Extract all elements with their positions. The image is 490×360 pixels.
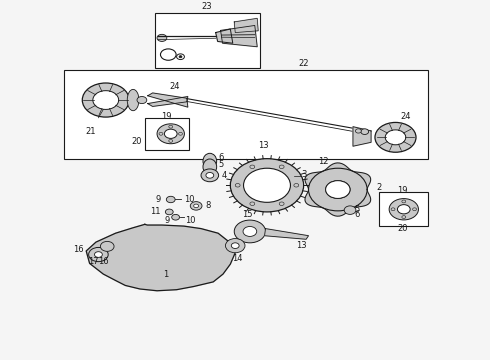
Text: 16: 16 bbox=[74, 246, 84, 255]
Polygon shape bbox=[148, 93, 188, 107]
Circle shape bbox=[225, 239, 245, 253]
Circle shape bbox=[179, 56, 182, 58]
Circle shape bbox=[250, 202, 255, 206]
Text: 10: 10 bbox=[185, 216, 196, 225]
Text: 20: 20 bbox=[397, 224, 408, 233]
Circle shape bbox=[250, 165, 255, 168]
Circle shape bbox=[413, 208, 416, 211]
Circle shape bbox=[157, 34, 167, 41]
Circle shape bbox=[385, 130, 406, 145]
FancyBboxPatch shape bbox=[64, 70, 428, 159]
Circle shape bbox=[82, 83, 129, 117]
Circle shape bbox=[344, 206, 356, 215]
Circle shape bbox=[165, 209, 173, 215]
Polygon shape bbox=[220, 26, 257, 47]
Circle shape bbox=[244, 168, 291, 202]
Text: 23: 23 bbox=[201, 2, 212, 11]
Text: 5: 5 bbox=[355, 204, 360, 213]
FancyBboxPatch shape bbox=[155, 13, 260, 68]
Text: 6: 6 bbox=[218, 153, 223, 162]
Circle shape bbox=[230, 159, 304, 212]
Circle shape bbox=[169, 125, 172, 128]
FancyBboxPatch shape bbox=[379, 192, 428, 226]
Circle shape bbox=[206, 172, 214, 178]
Circle shape bbox=[93, 91, 119, 109]
Circle shape bbox=[243, 226, 257, 237]
Circle shape bbox=[309, 168, 367, 211]
Circle shape bbox=[355, 129, 361, 133]
Polygon shape bbox=[148, 96, 188, 107]
Text: 9: 9 bbox=[164, 216, 170, 225]
Text: 8: 8 bbox=[206, 201, 211, 210]
Circle shape bbox=[235, 184, 240, 187]
Text: 22: 22 bbox=[298, 59, 309, 68]
Circle shape bbox=[178, 132, 182, 135]
Text: 4: 4 bbox=[222, 171, 227, 180]
Polygon shape bbox=[216, 29, 233, 43]
Polygon shape bbox=[265, 229, 309, 239]
Circle shape bbox=[157, 124, 184, 144]
Polygon shape bbox=[86, 224, 235, 291]
Polygon shape bbox=[234, 18, 258, 32]
Polygon shape bbox=[353, 127, 371, 146]
Circle shape bbox=[402, 200, 406, 203]
Circle shape bbox=[391, 208, 395, 211]
Circle shape bbox=[397, 204, 410, 214]
Text: 10: 10 bbox=[184, 195, 195, 204]
Circle shape bbox=[137, 96, 147, 104]
Text: 24: 24 bbox=[170, 82, 180, 91]
Text: 20: 20 bbox=[131, 138, 142, 147]
Circle shape bbox=[326, 181, 350, 198]
Circle shape bbox=[279, 165, 284, 168]
Text: 5: 5 bbox=[218, 160, 223, 169]
Text: 6: 6 bbox=[355, 210, 360, 219]
Circle shape bbox=[279, 202, 284, 206]
Circle shape bbox=[172, 215, 179, 220]
Text: 1: 1 bbox=[163, 270, 169, 279]
FancyBboxPatch shape bbox=[145, 118, 189, 150]
Text: 19: 19 bbox=[161, 112, 171, 121]
Circle shape bbox=[389, 199, 418, 220]
Circle shape bbox=[326, 181, 350, 198]
Circle shape bbox=[201, 169, 219, 182]
Ellipse shape bbox=[127, 89, 139, 111]
Text: 3: 3 bbox=[301, 170, 306, 179]
Polygon shape bbox=[305, 163, 370, 216]
Circle shape bbox=[190, 202, 202, 210]
Circle shape bbox=[89, 247, 108, 262]
Text: 11: 11 bbox=[150, 207, 161, 216]
Circle shape bbox=[402, 216, 406, 219]
Circle shape bbox=[361, 129, 368, 135]
Text: 14: 14 bbox=[232, 253, 243, 262]
Ellipse shape bbox=[203, 153, 217, 169]
Text: 19: 19 bbox=[397, 186, 408, 195]
Circle shape bbox=[100, 242, 114, 251]
Text: 16: 16 bbox=[98, 257, 109, 266]
Circle shape bbox=[294, 184, 299, 187]
Circle shape bbox=[169, 139, 172, 142]
Ellipse shape bbox=[203, 159, 217, 175]
Circle shape bbox=[95, 252, 102, 257]
Text: 15: 15 bbox=[242, 210, 253, 219]
Text: 2: 2 bbox=[377, 183, 382, 192]
Circle shape bbox=[159, 132, 163, 135]
Circle shape bbox=[194, 204, 198, 208]
Circle shape bbox=[375, 122, 416, 152]
Text: 24: 24 bbox=[400, 112, 411, 121]
Text: 17: 17 bbox=[88, 257, 99, 266]
Text: 13: 13 bbox=[296, 241, 307, 250]
Text: 21: 21 bbox=[86, 127, 97, 136]
Circle shape bbox=[166, 196, 175, 203]
Circle shape bbox=[234, 220, 266, 243]
Text: 9: 9 bbox=[156, 195, 161, 204]
Circle shape bbox=[164, 129, 177, 138]
Text: 12: 12 bbox=[318, 157, 328, 166]
Text: 13: 13 bbox=[258, 141, 269, 150]
Circle shape bbox=[231, 243, 239, 248]
